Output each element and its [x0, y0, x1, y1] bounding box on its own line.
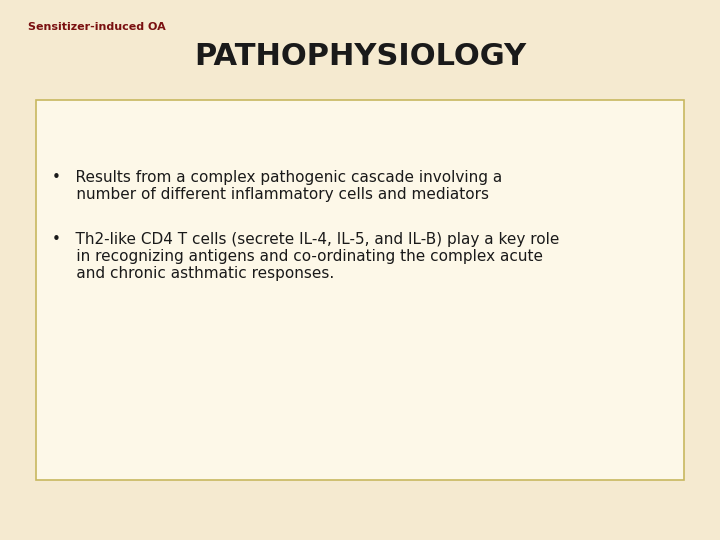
- Text: •   Results from a complex pathogenic cascade involving a: • Results from a complex pathogenic casc…: [52, 170, 503, 185]
- Text: in recognizing antigens and co-ordinating the complex acute: in recognizing antigens and co-ordinatin…: [52, 249, 543, 264]
- FancyBboxPatch shape: [36, 100, 684, 480]
- Text: and chronic asthmatic responses.: and chronic asthmatic responses.: [52, 266, 334, 281]
- Text: •   Th2-like CD4 T cells (secrete IL-4, IL-5, and IL-B) play a key role: • Th2-like CD4 T cells (secrete IL-4, IL…: [52, 232, 559, 247]
- Text: Sensitizer-induced OA: Sensitizer-induced OA: [28, 22, 166, 32]
- Text: number of different inflammatory cells and mediators: number of different inflammatory cells a…: [52, 187, 489, 202]
- Text: PATHOPHYSIOLOGY: PATHOPHYSIOLOGY: [194, 42, 526, 71]
